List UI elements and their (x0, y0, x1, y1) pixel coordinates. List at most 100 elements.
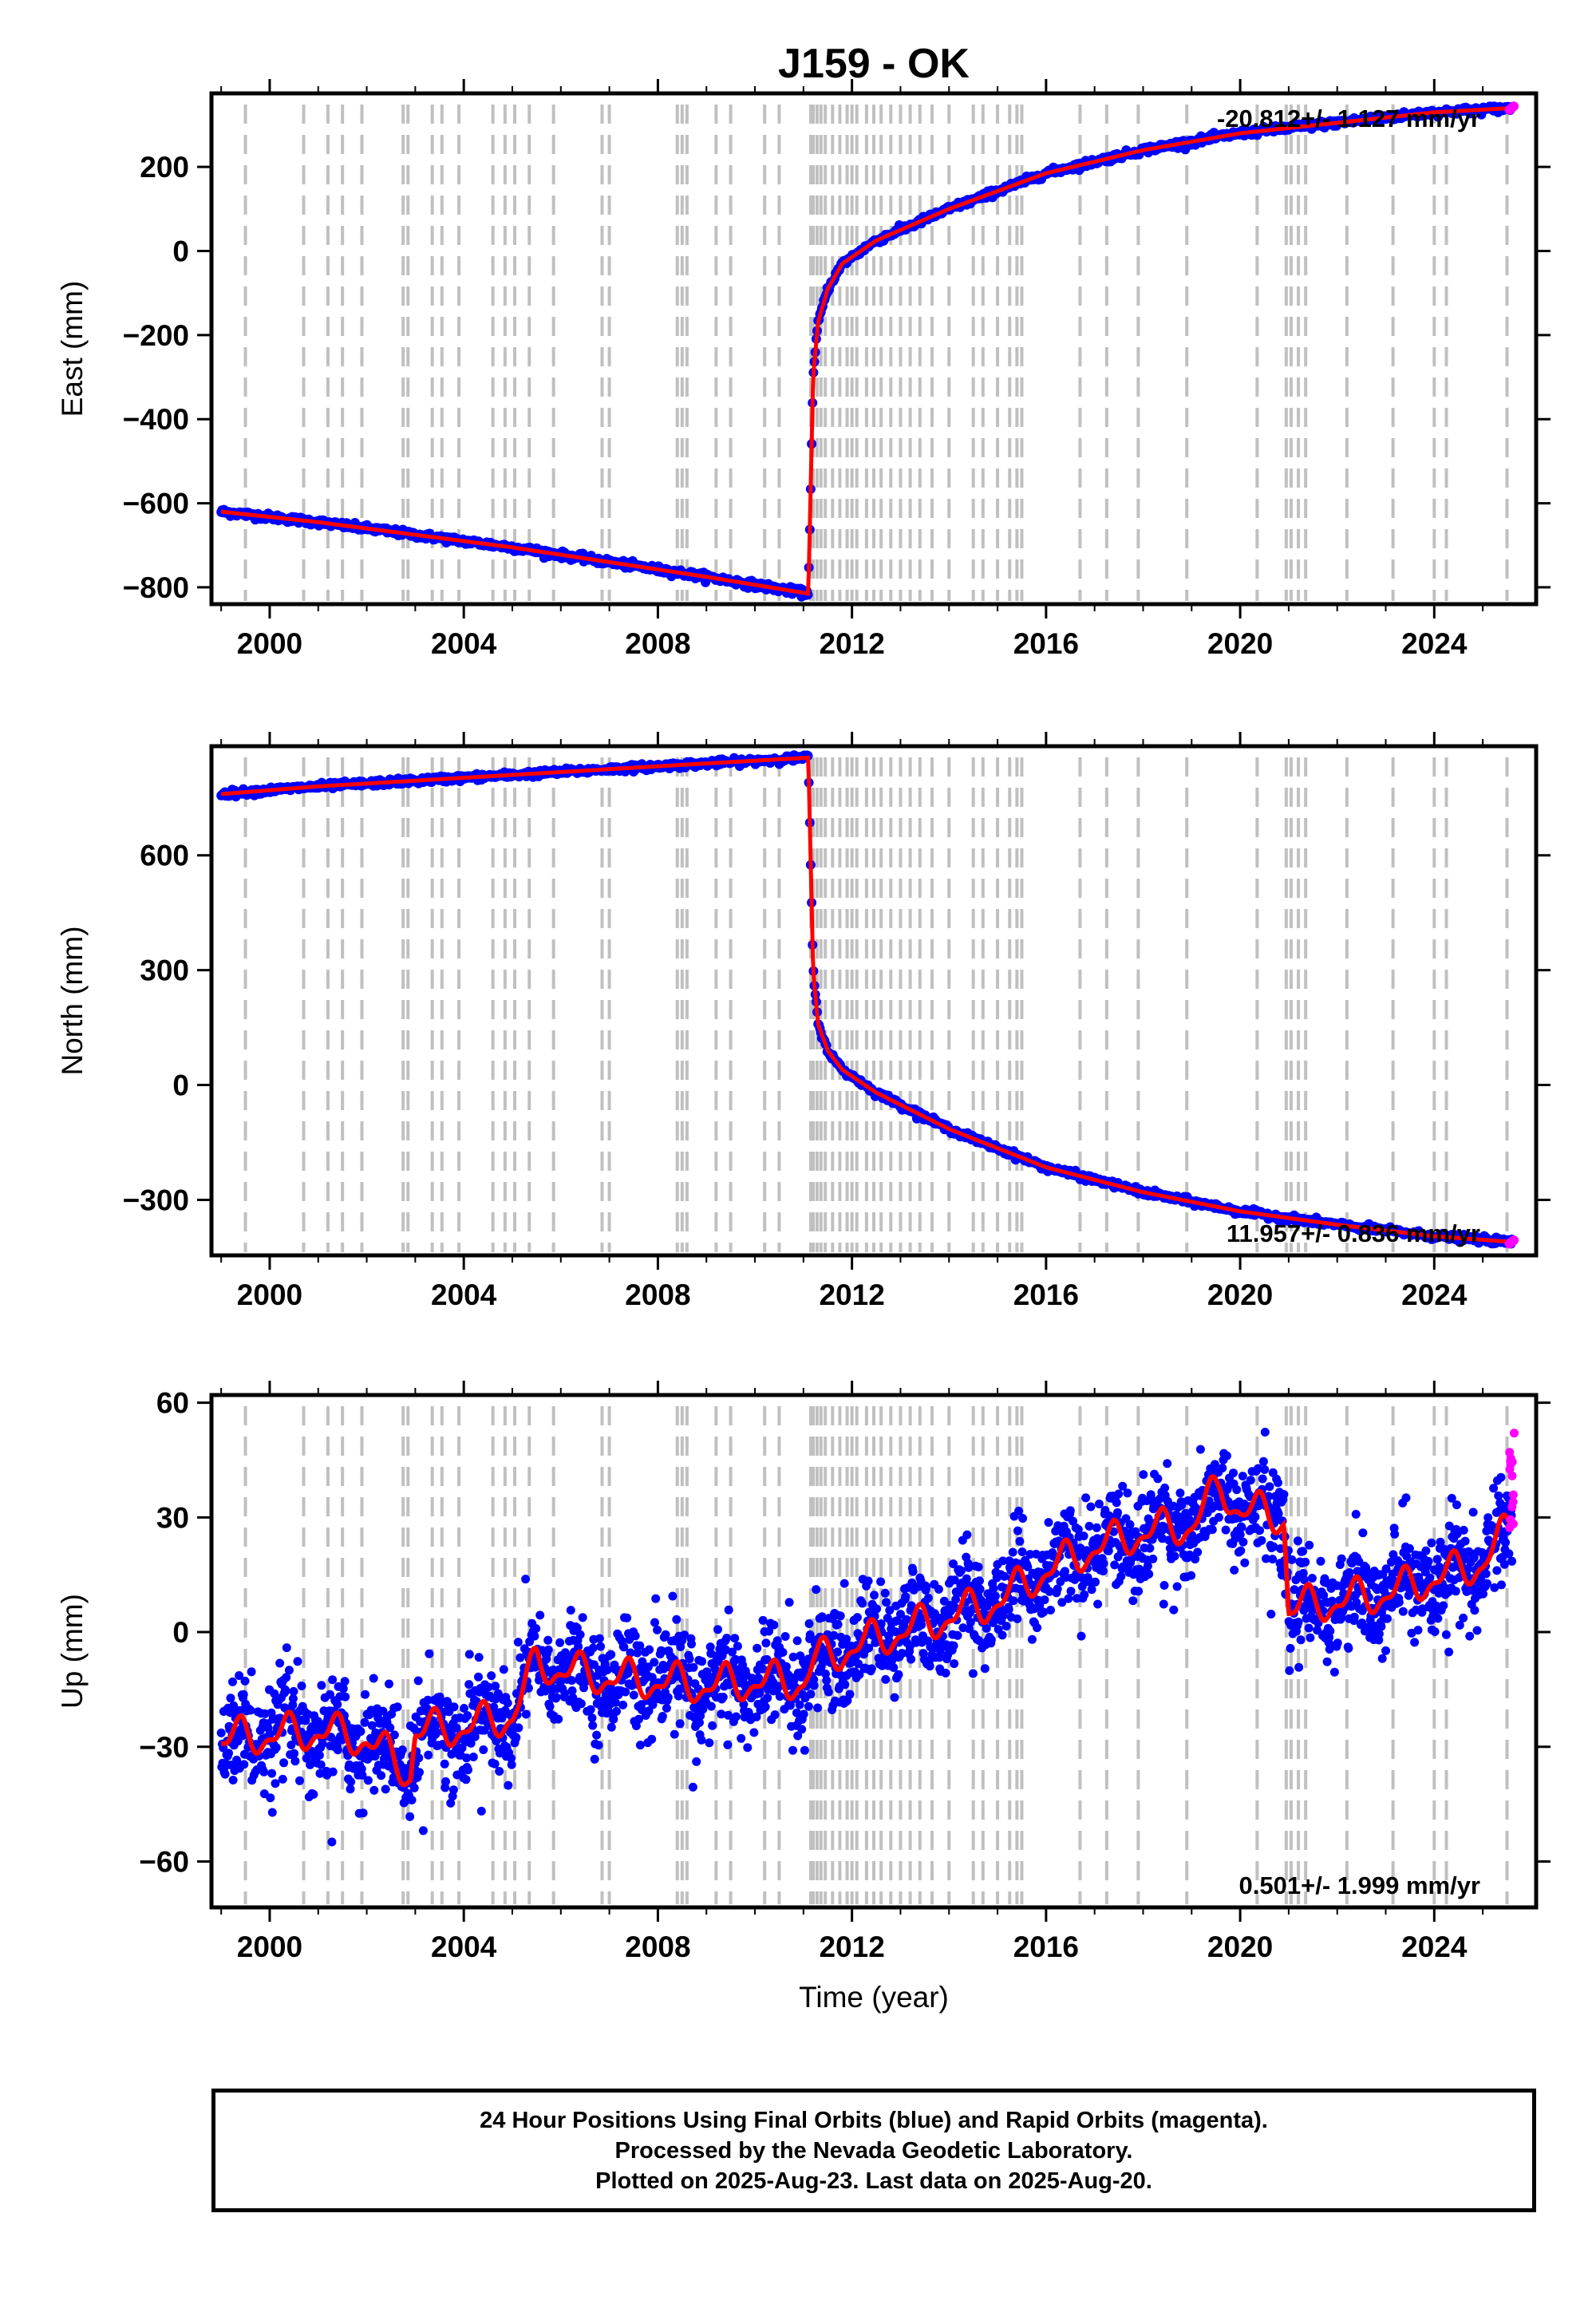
y-tick-label: −400 (123, 403, 189, 436)
final-orbit-point (1123, 1488, 1132, 1498)
final-orbit-point (338, 1684, 348, 1694)
final-orbit-point (675, 1719, 685, 1729)
final-orbit-point (246, 1705, 255, 1715)
final-orbit-point (266, 1793, 275, 1803)
x-tick-label: 2008 (625, 627, 690, 660)
final-orbit-point (356, 1727, 365, 1736)
x-tick-label: 2000 (237, 1279, 302, 1311)
final-orbit-point (440, 1759, 449, 1769)
final-orbit-point (708, 1721, 717, 1730)
final-orbit-point (1093, 1599, 1103, 1609)
final-orbit-point (1046, 1606, 1055, 1614)
y-tick-label: −300 (123, 1184, 189, 1216)
final-orbit-point (507, 1760, 516, 1769)
final-orbit-point (293, 1657, 302, 1666)
final-orbit-point (216, 1728, 226, 1737)
final-orbit-point (1081, 1493, 1091, 1503)
final-orbit-point (880, 1588, 890, 1598)
final-orbit-point (1094, 1500, 1104, 1508)
final-orbit-point (554, 1714, 563, 1724)
final-orbit-point (278, 1774, 287, 1784)
final-orbit-point (295, 1776, 304, 1785)
final-orbit-point (922, 1582, 931, 1591)
final-orbit-point (543, 1645, 553, 1654)
final-orbit-point (1018, 1514, 1028, 1523)
final-orbit-point (595, 1634, 604, 1643)
final-orbit-point (504, 1780, 513, 1790)
final-orbit-point (328, 1767, 338, 1777)
final-orbit-point (594, 1741, 603, 1750)
final-orbit-point (863, 1576, 873, 1586)
final-orbit-point (923, 1593, 933, 1603)
final-orbit-point (1008, 1547, 1017, 1557)
final-orbit-point (784, 1598, 794, 1607)
final-orbit-point (876, 1577, 886, 1587)
final-orbit-point (618, 1700, 628, 1709)
y-tick-label: −800 (123, 571, 189, 604)
final-orbit-point (989, 1583, 998, 1593)
final-orbit-point (670, 1729, 679, 1739)
final-orbit-point (697, 1735, 706, 1745)
final-orbit-point (956, 1566, 966, 1575)
final-orbit-point (267, 1769, 277, 1778)
final-orbit-point (588, 1721, 598, 1730)
x-tick-label: 2004 (431, 1279, 497, 1311)
final-orbit-point (1087, 1585, 1096, 1595)
final-orbit-point (474, 1653, 484, 1662)
final-orbit-point (986, 1635, 996, 1645)
final-orbit-point (635, 1741, 645, 1750)
final-orbit-point (228, 1776, 238, 1784)
final-orbit-point (1027, 1634, 1037, 1644)
x-tick-label: 2016 (1013, 627, 1079, 660)
final-orbit-point (281, 1686, 290, 1696)
final-orbit-point (867, 1664, 876, 1674)
final-orbit-point (1033, 1623, 1042, 1633)
final-orbit-point (980, 1664, 990, 1674)
final-orbit-point (672, 1614, 681, 1624)
final-orbit-point (661, 1630, 670, 1639)
final-orbit-point (361, 1690, 370, 1699)
x-tick-label: 2024 (1401, 1279, 1468, 1311)
final-orbit-point (297, 1682, 306, 1690)
final-orbit-point (358, 1808, 368, 1818)
rapid-orbit-point (1509, 1235, 1519, 1246)
x-tick-label: 2012 (819, 1279, 884, 1311)
final-orbit-point (545, 1701, 555, 1711)
final-orbit-point (822, 1676, 832, 1686)
final-orbit-point (760, 1702, 770, 1712)
final-orbit-point (949, 1641, 958, 1650)
final-orbit-point (706, 1701, 716, 1711)
final-orbit-point (663, 1693, 673, 1702)
final-orbit-point (543, 1635, 553, 1645)
final-orbit-point (413, 1676, 423, 1686)
final-orbit-point (852, 1613, 862, 1622)
final-orbit-point (224, 1749, 233, 1758)
x-tick-label: 2020 (1207, 1279, 1273, 1311)
final-orbit-point (763, 1694, 772, 1702)
final-orbit-point (521, 1709, 531, 1719)
final-orbit-point (833, 1647, 842, 1657)
final-orbit-point (650, 1618, 659, 1627)
final-orbit-point (737, 1733, 746, 1743)
final-orbit-point (271, 1779, 280, 1788)
y-tick-label: −600 (123, 488, 189, 520)
final-orbit-point (495, 1767, 504, 1776)
final-orbit-point (521, 1575, 531, 1584)
final-orbit-point (596, 1642, 606, 1651)
final-orbit-point (687, 1639, 696, 1649)
final-orbit-point (824, 1687, 833, 1697)
final-orbit-point (778, 1648, 788, 1657)
final-orbit-point (267, 1808, 277, 1817)
final-orbit-point (658, 1712, 667, 1721)
final-orbit-point (975, 1576, 984, 1586)
final-orbit-point (758, 1615, 768, 1625)
final-orbit-point (743, 1743, 753, 1753)
final-orbit-point (531, 1624, 541, 1634)
final-orbit-point (630, 1631, 640, 1641)
final-orbit-point (566, 1606, 575, 1615)
final-orbit-point (1091, 1577, 1100, 1587)
final-orbit-point (1113, 1508, 1122, 1517)
final-orbit-point (275, 1658, 285, 1668)
final-orbit-point (722, 1634, 732, 1643)
final-orbit-point (333, 1745, 342, 1755)
